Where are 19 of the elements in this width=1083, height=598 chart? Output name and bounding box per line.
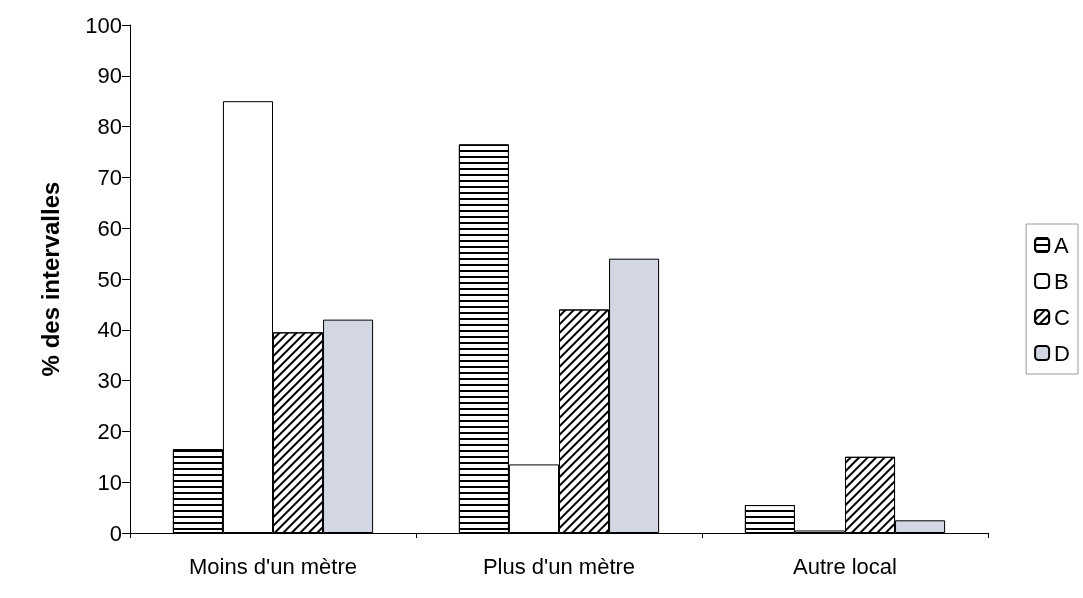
y-tick-label: 70 [97, 164, 122, 190]
x-tick-label: Autre local [793, 553, 897, 579]
y-tick-label: 100 [85, 12, 122, 38]
y-tick-label: 80 [97, 114, 122, 140]
legend-label: D [1054, 340, 1070, 366]
y-tick-label: 90 [97, 63, 122, 89]
y-tick-label: 10 [97, 469, 122, 495]
y-tick-label: 30 [97, 368, 122, 394]
x-tick-label: Moins d'un mètre [188, 553, 358, 579]
y-tick-label: 40 [97, 317, 122, 343]
x-tick-label: Plus d'un mètre [482, 553, 636, 579]
y-tick-label: 20 [97, 418, 122, 444]
y-tick-label: 60 [97, 215, 122, 241]
legend-label: B [1054, 268, 1069, 294]
y-axis-title: % des intervalles [36, 181, 64, 377]
y-tick-label: 50 [97, 266, 122, 292]
legend-label: A [1054, 232, 1070, 258]
y-tick-label: 0 [109, 520, 122, 546]
legend-label: C [1054, 304, 1071, 330]
